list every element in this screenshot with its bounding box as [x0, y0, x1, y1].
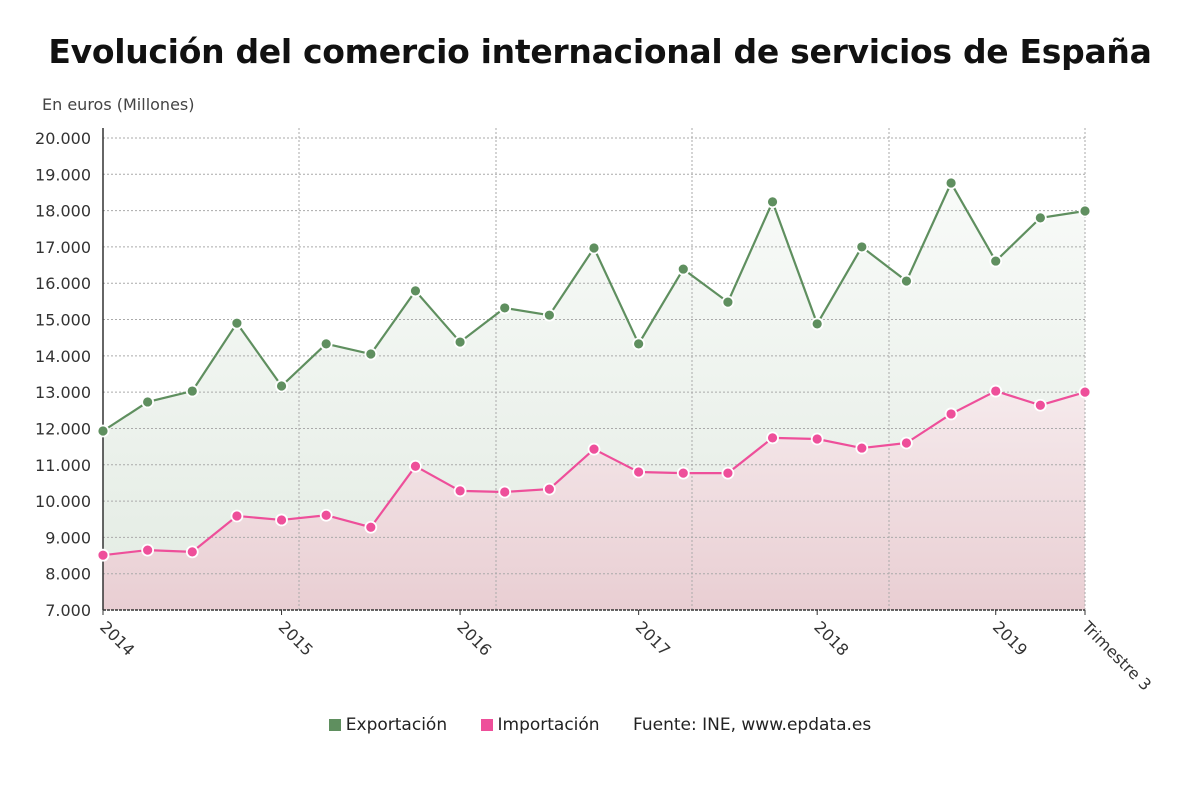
data-point — [542, 308, 556, 322]
y-tick-label: 11.000 — [35, 456, 91, 475]
y-tick-label: 20.000 — [35, 129, 91, 148]
source-note: Fuente: INE, www.epdata.es — [633, 715, 872, 735]
data-point — [1033, 398, 1047, 412]
x-tick-label: 2018 — [810, 617, 852, 659]
data-point — [453, 335, 467, 349]
data-point — [855, 441, 869, 455]
data-point — [766, 431, 779, 445]
data-point — [900, 274, 913, 288]
chart-title: Evolución del comercio internacional de … — [48, 32, 1152, 71]
data-point — [855, 240, 869, 254]
data-point — [587, 241, 601, 255]
data-point — [409, 459, 422, 473]
data-point — [632, 337, 646, 351]
y-tick-label: 12.000 — [35, 419, 91, 438]
data-point — [185, 384, 199, 398]
x-tick-label: 2016 — [453, 617, 495, 659]
y-tick-label: 14.000 — [35, 347, 91, 366]
data-point — [409, 284, 422, 298]
data-point — [766, 195, 779, 209]
data-point — [1078, 385, 1092, 399]
data-point — [230, 509, 244, 523]
data-point — [319, 508, 333, 522]
data-point — [319, 337, 333, 351]
x-tick-label: 2019 — [989, 617, 1031, 659]
data-point — [498, 485, 512, 499]
data-point — [989, 254, 1003, 268]
data-point — [542, 482, 556, 496]
data-point — [141, 395, 155, 409]
data-point — [944, 176, 958, 190]
data-point — [96, 548, 110, 562]
y-tick-label: 17.000 — [35, 238, 91, 257]
legend-swatch — [328, 719, 341, 731]
data-point — [1033, 211, 1047, 225]
data-point — [676, 262, 690, 276]
y-tick-label: 9.000 — [45, 528, 91, 547]
data-point — [900, 436, 913, 450]
legend: Exportación Importación Fuente: INE, www… — [0, 715, 1200, 735]
data-point — [498, 301, 512, 315]
legend-label: Importación — [497, 715, 600, 735]
x-tick-label: 2017 — [632, 617, 674, 659]
data-point — [364, 520, 378, 534]
data-point — [810, 432, 824, 446]
data-point — [141, 543, 155, 557]
data-point — [676, 466, 690, 480]
area-importacion — [103, 391, 1085, 610]
y-axis-label: En euros (Millones) — [42, 95, 195, 114]
data-point — [721, 295, 735, 309]
data-point — [810, 317, 824, 331]
y-tick-label: 10.000 — [35, 492, 91, 511]
data-point — [632, 465, 646, 479]
x-tick-label: Trimestre 3 — [1077, 617, 1155, 695]
data-point — [587, 442, 601, 456]
data-point — [944, 407, 958, 421]
y-tick-label: 7.000 — [45, 601, 91, 620]
y-tick-label: 16.000 — [35, 274, 91, 293]
y-tick-label: 8.000 — [45, 565, 91, 584]
y-tick-label: 15.000 — [35, 311, 91, 330]
data-point — [185, 545, 199, 559]
legend-label: Exportación — [345, 715, 448, 735]
data-point — [721, 466, 735, 480]
data-point — [275, 379, 288, 393]
data-point — [275, 513, 288, 527]
data-point — [453, 484, 467, 498]
data-point — [364, 347, 378, 361]
legend-item-importacion[interactable]: Importación — [480, 715, 600, 735]
legend-swatch — [480, 719, 493, 731]
x-tick-label: 2015 — [275, 617, 317, 659]
y-tick-label: 13.000 — [35, 383, 91, 402]
data-point — [1078, 204, 1092, 218]
x-tick-label: 2014 — [96, 617, 138, 659]
legend-item-exportacion[interactable]: Exportación — [328, 715, 448, 735]
y-tick-label: 18.000 — [35, 202, 91, 221]
data-point — [989, 384, 1003, 398]
data-point — [96, 424, 110, 438]
y-tick-label: 19.000 — [35, 165, 91, 184]
area-exportacion — [103, 183, 1085, 556]
data-point — [230, 316, 244, 330]
